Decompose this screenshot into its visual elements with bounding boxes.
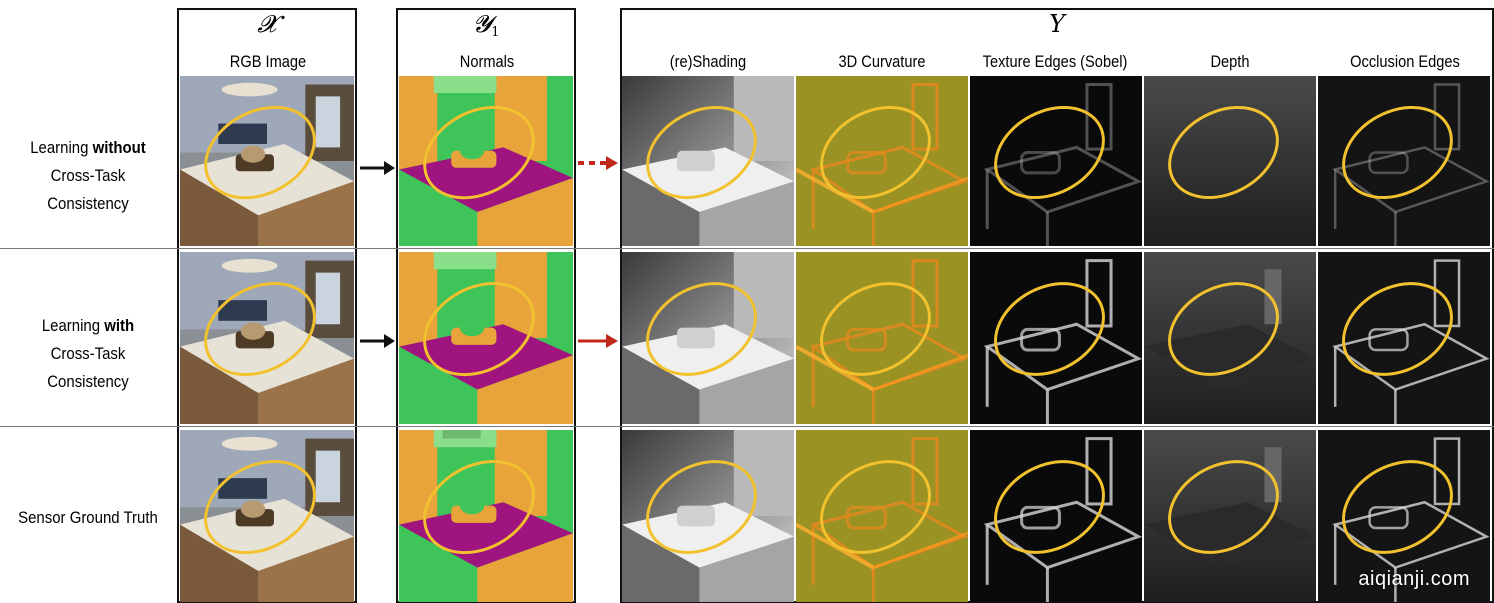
image-tile-curvature [796, 252, 968, 424]
tile-graphic [399, 252, 573, 424]
tile-graphic [180, 430, 354, 602]
occlusion-header: Occlusion Edges [1350, 52, 1460, 71]
row-separator [0, 248, 1494, 249]
tile-graphic [1318, 252, 1490, 424]
row-label-without: Learning without Cross-Task Consistency [11, 134, 166, 218]
arrow-black-icon [360, 161, 395, 175]
image-tile-occlusion [1318, 76, 1490, 246]
tile-graphic [1144, 430, 1316, 602]
row-label-text: Learning [41, 316, 105, 335]
tile-graphic [399, 76, 573, 246]
shading-header: (re)Shading [669, 52, 747, 71]
row-label-text: Cross-Task Consistency [47, 344, 129, 391]
image-tile-shading [622, 76, 794, 246]
image-tile-depth [1144, 430, 1316, 602]
x-symbol: 𝓧 [257, 10, 277, 38]
image-tile-normals [399, 430, 573, 602]
y-symbol: Y [1049, 10, 1065, 38]
image-tile-curvature [796, 430, 968, 602]
y1-symbol-main: 𝓨 [472, 10, 492, 38]
image-tile-rgb [180, 430, 354, 602]
y1-symbol: 𝓨1 [396, 10, 576, 40]
image-tile-shading [622, 430, 794, 602]
tile-graphic [796, 252, 968, 424]
texture-header: Texture Edges (Sobel) [982, 52, 1128, 71]
tile-graphic [622, 76, 794, 246]
tile-graphic [399, 430, 573, 602]
image-tile-depth [1144, 252, 1316, 424]
tile-graphic [1318, 76, 1490, 246]
tile-graphic [622, 430, 794, 602]
tile-graphic [180, 76, 354, 246]
image-tile-curvature [796, 76, 968, 246]
row-label-with: Learning with Cross-Task Consistency [11, 312, 166, 396]
image-tile-rgb [180, 252, 354, 424]
tile-graphic [1144, 252, 1316, 424]
image-tile-texture [970, 76, 1142, 246]
normals-header: Normals [459, 52, 515, 71]
rgb-header: RGB Image [229, 52, 307, 71]
row-label-emphasis: without [92, 138, 146, 157]
row-label-text: Cross-Task Consistency [47, 166, 129, 213]
tile-graphic [796, 430, 968, 602]
row-label-emphasis: with [104, 316, 135, 335]
arrow-red-icon [578, 334, 618, 348]
tile-graphic [1318, 430, 1490, 602]
row-label-ground-truth: Sensor Ground Truth [11, 504, 166, 532]
tile-graphic [970, 430, 1142, 602]
arrow-red-dotted-icon [578, 156, 618, 170]
tile-graphic [970, 76, 1142, 246]
image-tile-texture [970, 252, 1142, 424]
tile-graphic [622, 252, 794, 424]
tile-graphic [970, 252, 1142, 424]
watermark: aiqianji.com [1358, 568, 1470, 590]
image-tile-shading [622, 252, 794, 424]
row-separator [0, 426, 1494, 427]
image-tile-normals [399, 76, 573, 246]
row-label-text: Sensor Ground Truth [18, 508, 158, 527]
y1-symbol-sub: 1 [491, 25, 500, 40]
tile-graphic [796, 76, 968, 246]
image-tile-depth [1144, 76, 1316, 246]
image-tile-texture [970, 430, 1142, 602]
tile-graphic [1144, 76, 1316, 246]
image-tile-rgb [180, 76, 354, 246]
image-tile-normals [399, 252, 573, 424]
depth-header: Depth [1210, 52, 1250, 71]
image-tile-occlusion [1318, 430, 1490, 602]
tile-graphic [180, 252, 354, 424]
curvature-header: 3D Curvature [838, 52, 926, 71]
row-label-text: Learning [30, 138, 93, 157]
arrow-black-icon [360, 334, 395, 348]
image-tile-occlusion [1318, 252, 1490, 424]
